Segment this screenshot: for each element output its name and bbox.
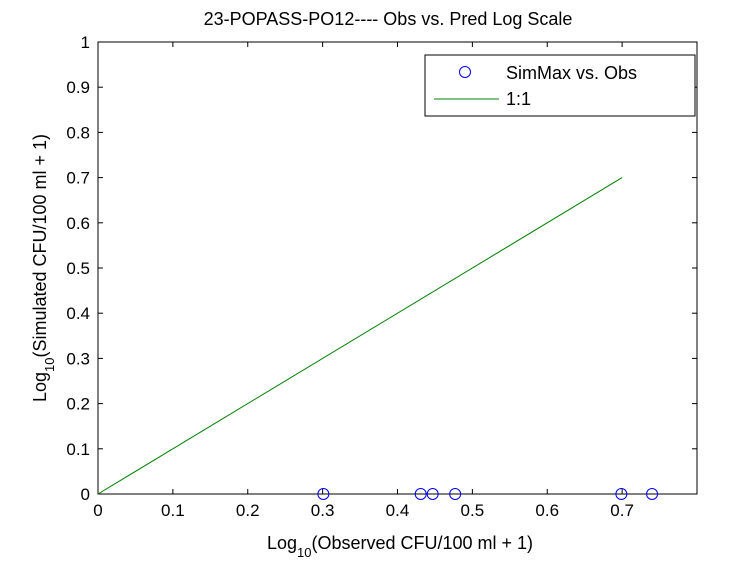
data-point-circle <box>646 488 659 500</box>
y-axis-ticks: 0 0.1 0.2 0.3 0.4 0.5 0.6 0.7 0.8 0.9 1 <box>66 33 697 504</box>
x-axis-ticks: 0 0.1 0.2 0.3 0.4 0.5 0.6 0.7 <box>93 42 634 520</box>
one-to-one-line <box>97 177 623 495</box>
x-axis-label-suffix: (Observed CFU/100 ml + 1) <box>311 533 533 553</box>
plot-area <box>97 41 698 495</box>
y-tick-label: 0.9 <box>66 78 90 97</box>
legend: SimMax vs. Obs 1:1 <box>424 54 696 117</box>
y-tick-label: 0.7 <box>66 169 90 188</box>
data-point-circle <box>426 488 439 500</box>
y-tick-label: 1 <box>81 33 90 52</box>
x-axis-label-subscript: 10 <box>297 545 311 560</box>
legend-circle-marker <box>459 66 471 78</box>
y-tick-label: 0.4 <box>66 304 90 323</box>
legend-box <box>424 54 696 117</box>
y-axis-label-subscript: 10 <box>42 358 57 372</box>
x-tick-label: 0.3 <box>311 501 335 520</box>
x-axis-label-prefix: Log <box>267 533 297 553</box>
x-tick-label: 0.1 <box>161 501 185 520</box>
chart-title: 23-POPASS-PO12---- Obs vs. Pred Log Scal… <box>204 9 573 29</box>
x-tick-label: 0.2 <box>236 501 260 520</box>
x-tick-label: 0 <box>93 501 102 520</box>
y-tick-label: 0.5 <box>66 259 90 278</box>
y-axis-label: Log10(Simulated CFU/100 ml + 1) <box>30 134 57 402</box>
y-tick-label: 0.6 <box>66 214 90 233</box>
y-axis-label-suffix: (Simulated CFU/100 ml + 1) <box>30 134 50 358</box>
y-axis-label-prefix: Log <box>30 372 50 402</box>
x-tick-label: 0.5 <box>461 501 485 520</box>
data-point-circle <box>449 488 462 500</box>
x-axis-label: Log10(Observed CFU/100 ml + 1) <box>267 533 533 560</box>
legend-label-series-2: 1:1 <box>506 89 531 109</box>
legend-label-series-1: SimMax vs. Obs <box>506 63 637 83</box>
series-layer <box>97 177 659 500</box>
y-tick-label: 0.1 <box>66 440 90 459</box>
data-point-circle <box>414 488 427 500</box>
y-tick-label: 0 <box>81 485 90 504</box>
x-tick-label: 0.4 <box>386 501 410 520</box>
data-point-circle <box>317 488 330 500</box>
x-tick-label: 0.6 <box>535 501 559 520</box>
y-tick-label: 0.8 <box>66 123 90 142</box>
data-point-circle <box>615 488 628 500</box>
y-tick-label: 0.2 <box>66 395 90 414</box>
y-tick-label: 0.3 <box>66 349 90 368</box>
x-tick-label: 0.7 <box>610 501 634 520</box>
